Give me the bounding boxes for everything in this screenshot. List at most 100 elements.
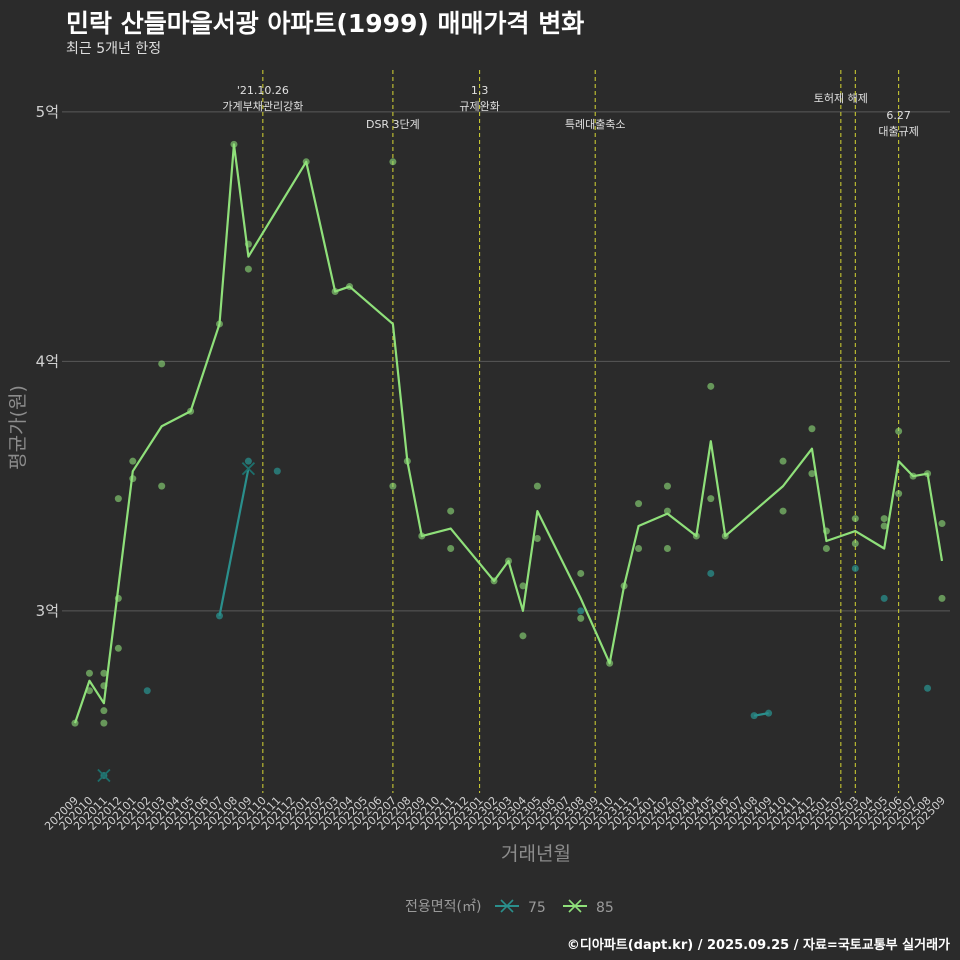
data-point-85	[822, 527, 830, 535]
event-label: 6.27	[886, 109, 911, 122]
data-point-85	[533, 535, 541, 543]
data-point-85	[822, 545, 830, 553]
data-point-85	[519, 582, 527, 590]
data-point-75	[244, 457, 252, 465]
data-point-85	[707, 495, 715, 503]
data-point-85	[851, 540, 859, 548]
event-label: '21.10.26	[237, 84, 289, 97]
data-point-85	[808, 425, 816, 433]
data-point-75	[273, 467, 281, 475]
chart-subtitle: 최근 5개년 한정	[66, 41, 162, 57]
legend-key-cross	[500, 899, 514, 913]
y-tick-label: 5억	[36, 103, 59, 121]
data-point-85	[389, 482, 397, 490]
data-point-85	[85, 669, 93, 677]
data-point-85	[403, 457, 411, 465]
data-point-85	[244, 240, 252, 248]
event-label: DSR 3단계	[366, 118, 420, 131]
event-label: 규제완화	[459, 100, 499, 113]
legend-item-85: 85	[563, 899, 614, 916]
data-point-85	[895, 427, 903, 435]
data-point-85	[331, 288, 339, 296]
data-point-85	[808, 470, 816, 478]
data-point-85	[635, 545, 643, 553]
series-75	[97, 457, 932, 783]
data-point-85	[505, 557, 512, 565]
data-point-85	[895, 490, 903, 498]
series-line-85	[73, 143, 944, 724]
data-point-85	[129, 457, 137, 465]
chart-title: 민락 산들마을서광 아파트(1999) 매매가격 변화	[66, 9, 585, 38]
data-point-85	[663, 482, 671, 490]
data-point-75	[216, 612, 223, 620]
data-point-85	[721, 532, 729, 540]
data-point-85	[114, 644, 122, 652]
data-point-85	[909, 472, 917, 480]
data-point-85	[418, 532, 426, 540]
data-point-75	[577, 607, 585, 615]
data-point-85	[519, 632, 527, 640]
data-point-85	[346, 283, 354, 291]
data-point-85	[302, 158, 310, 166]
data-point-85	[635, 500, 643, 508]
data-point-85	[389, 158, 397, 166]
data-point-85	[924, 470, 932, 478]
data-point-85	[663, 507, 671, 515]
data-point-85	[114, 594, 122, 602]
y-grid: 3억 4억 5억	[36, 103, 950, 620]
series-85	[71, 140, 946, 727]
data-point-85	[158, 360, 166, 368]
data-point-75	[707, 569, 715, 577]
y-tick-label: 4억	[36, 352, 59, 370]
legend-label: 85	[596, 900, 614, 916]
x-axis-title: 거래년월	[501, 843, 571, 865]
legend-label: 75	[528, 900, 546, 916]
source-caption: ©디아파트(dapt.kr) / 2025.09.25 / 자료=국토교통부 실…	[566, 938, 950, 953]
data-point-85	[707, 382, 715, 390]
y-tick-label: 3억	[36, 602, 59, 620]
event-label: 토허제 해제	[814, 91, 868, 105]
data-point-85	[620, 582, 628, 590]
legend: 전용면적(㎡) 75 85	[405, 899, 614, 916]
x-axis: 2020092020102020112020122021012021022021…	[42, 794, 948, 833]
data-point-85	[100, 719, 108, 727]
data-point-75	[880, 594, 888, 602]
data-point-85	[663, 545, 671, 553]
data-point-85	[577, 614, 585, 622]
data-point-85	[244, 265, 252, 273]
data-point-75	[924, 684, 932, 692]
data-point-75	[143, 687, 151, 695]
data-point-75	[765, 709, 773, 717]
data-point-85	[85, 687, 93, 695]
event-label: 1.3	[471, 84, 489, 97]
data-point-85	[100, 707, 108, 715]
legend-key-cross	[568, 899, 582, 913]
data-point-85	[216, 320, 223, 328]
data-point-85	[779, 457, 787, 465]
data-point-85	[187, 407, 195, 415]
data-point-75	[750, 712, 758, 720]
data-point-85	[851, 515, 859, 523]
data-point-85	[938, 520, 946, 528]
cross-marker-75	[97, 768, 111, 783]
data-point-85	[447, 507, 455, 515]
cross-marker-75	[241, 462, 256, 476]
y-axis-title: 평균가(원)	[7, 385, 29, 470]
data-point-85	[490, 577, 498, 585]
data-point-85	[533, 482, 541, 490]
series-line-75	[218, 468, 250, 617]
data-point-85	[114, 495, 122, 503]
event-label: 가계부채관리강화	[222, 100, 303, 113]
data-point-85	[100, 682, 108, 690]
data-point-75	[851, 564, 859, 572]
data-point-85	[938, 594, 946, 602]
event-label: 대출규제	[878, 125, 918, 138]
data-point-85	[158, 482, 166, 490]
data-point-85	[692, 532, 700, 540]
data-point-85	[447, 545, 455, 553]
event-label: 특례대출축소	[565, 118, 626, 131]
data-point-85	[71, 719, 79, 727]
data-point-85	[100, 669, 108, 677]
